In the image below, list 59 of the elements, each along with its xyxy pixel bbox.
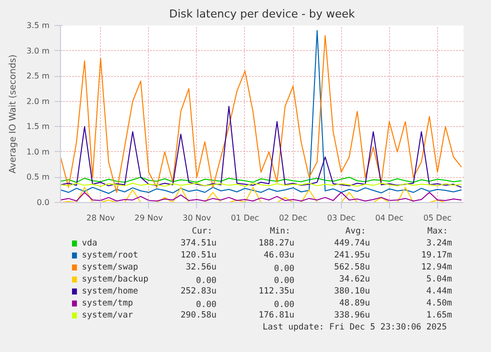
x-tick-label: 29 Nov — [134, 214, 164, 222]
y-tick-label: 3.5 m — [26, 21, 50, 30]
legend-label: system/root — [82, 250, 138, 260]
text: 252.83u — [180, 286, 216, 296]
text: 0.00 — [274, 264, 294, 274]
x-tick-label: 04 Dec — [375, 214, 404, 222]
text: 338.96u — [334, 310, 370, 320]
x-tick-label: 30 Nov — [182, 214, 212, 222]
legend-label: vda — [82, 238, 98, 248]
x-tick-label: 01 Dec — [230, 214, 260, 222]
text: 0.00 — [274, 300, 294, 310]
text: Min: — [270, 226, 290, 236]
text: 562.58u — [334, 262, 370, 272]
text: 188.27u — [258, 238, 294, 248]
text: 449.74u — [334, 238, 370, 248]
x-tick-label: 03 Dec — [327, 214, 356, 222]
legend-label: system/home — [82, 286, 138, 296]
text: 112.35u — [258, 286, 294, 296]
text: 241.95u — [334, 250, 370, 260]
text: 120.51u — [180, 250, 216, 260]
y-tick-label: 0.0 — [36, 198, 50, 207]
y-axis-title: Average IO Wait (seconds) — [8, 54, 18, 174]
legend-label: system/swap — [82, 262, 138, 272]
text: Last update: Fri Dec 5 23:30:06 2025 — [262, 322, 447, 332]
text: 19.17m — [421, 250, 452, 260]
y-tick-label: 0.5 m — [26, 172, 50, 182]
text: 32.56u — [186, 262, 216, 272]
y-tick-label: 2.0 m — [26, 96, 50, 106]
text: 46.03u — [264, 250, 294, 260]
text: 0.00 — [274, 276, 294, 286]
text: 380.10u — [334, 286, 370, 296]
legend-label: system/var — [82, 310, 134, 320]
text: 4.44m — [426, 286, 452, 296]
text: 4.50m — [426, 298, 452, 308]
legend-label: system/backup — [82, 274, 148, 284]
text: 48.89u — [339, 298, 370, 308]
x-tick-label: 28 Nov — [86, 214, 116, 222]
x-tick-label: 05 Dec — [423, 214, 452, 222]
x-tick-label: 02 Dec — [278, 214, 308, 222]
chart-title: Disk latency per device - by week — [169, 8, 356, 20]
text: 0.00 — [196, 276, 216, 286]
text: 3.24m — [426, 238, 452, 248]
text: 34.62u — [339, 274, 370, 284]
text: 374.51u — [180, 238, 216, 248]
text: Avg: — [345, 226, 366, 236]
y-tick-label: 3.0 m — [26, 46, 50, 56]
y-tick-label: 1.5 m — [26, 122, 50, 132]
text: 1.65m — [426, 310, 452, 320]
text: 5.04m — [426, 274, 452, 284]
line-series — [60, 106, 462, 188]
text: 0.00 — [196, 300, 216, 310]
legend-label: system/tmp — [82, 298, 134, 308]
text: Max: — [427, 226, 448, 236]
text: 290.58u — [180, 310, 216, 320]
text: 176.81u — [258, 310, 294, 320]
text: Cur: — [192, 226, 212, 236]
y-tick-label: 2.5 m — [26, 72, 50, 81]
text: 12.94m — [421, 262, 452, 272]
y-tick-label: 1.0 m — [26, 147, 50, 156]
